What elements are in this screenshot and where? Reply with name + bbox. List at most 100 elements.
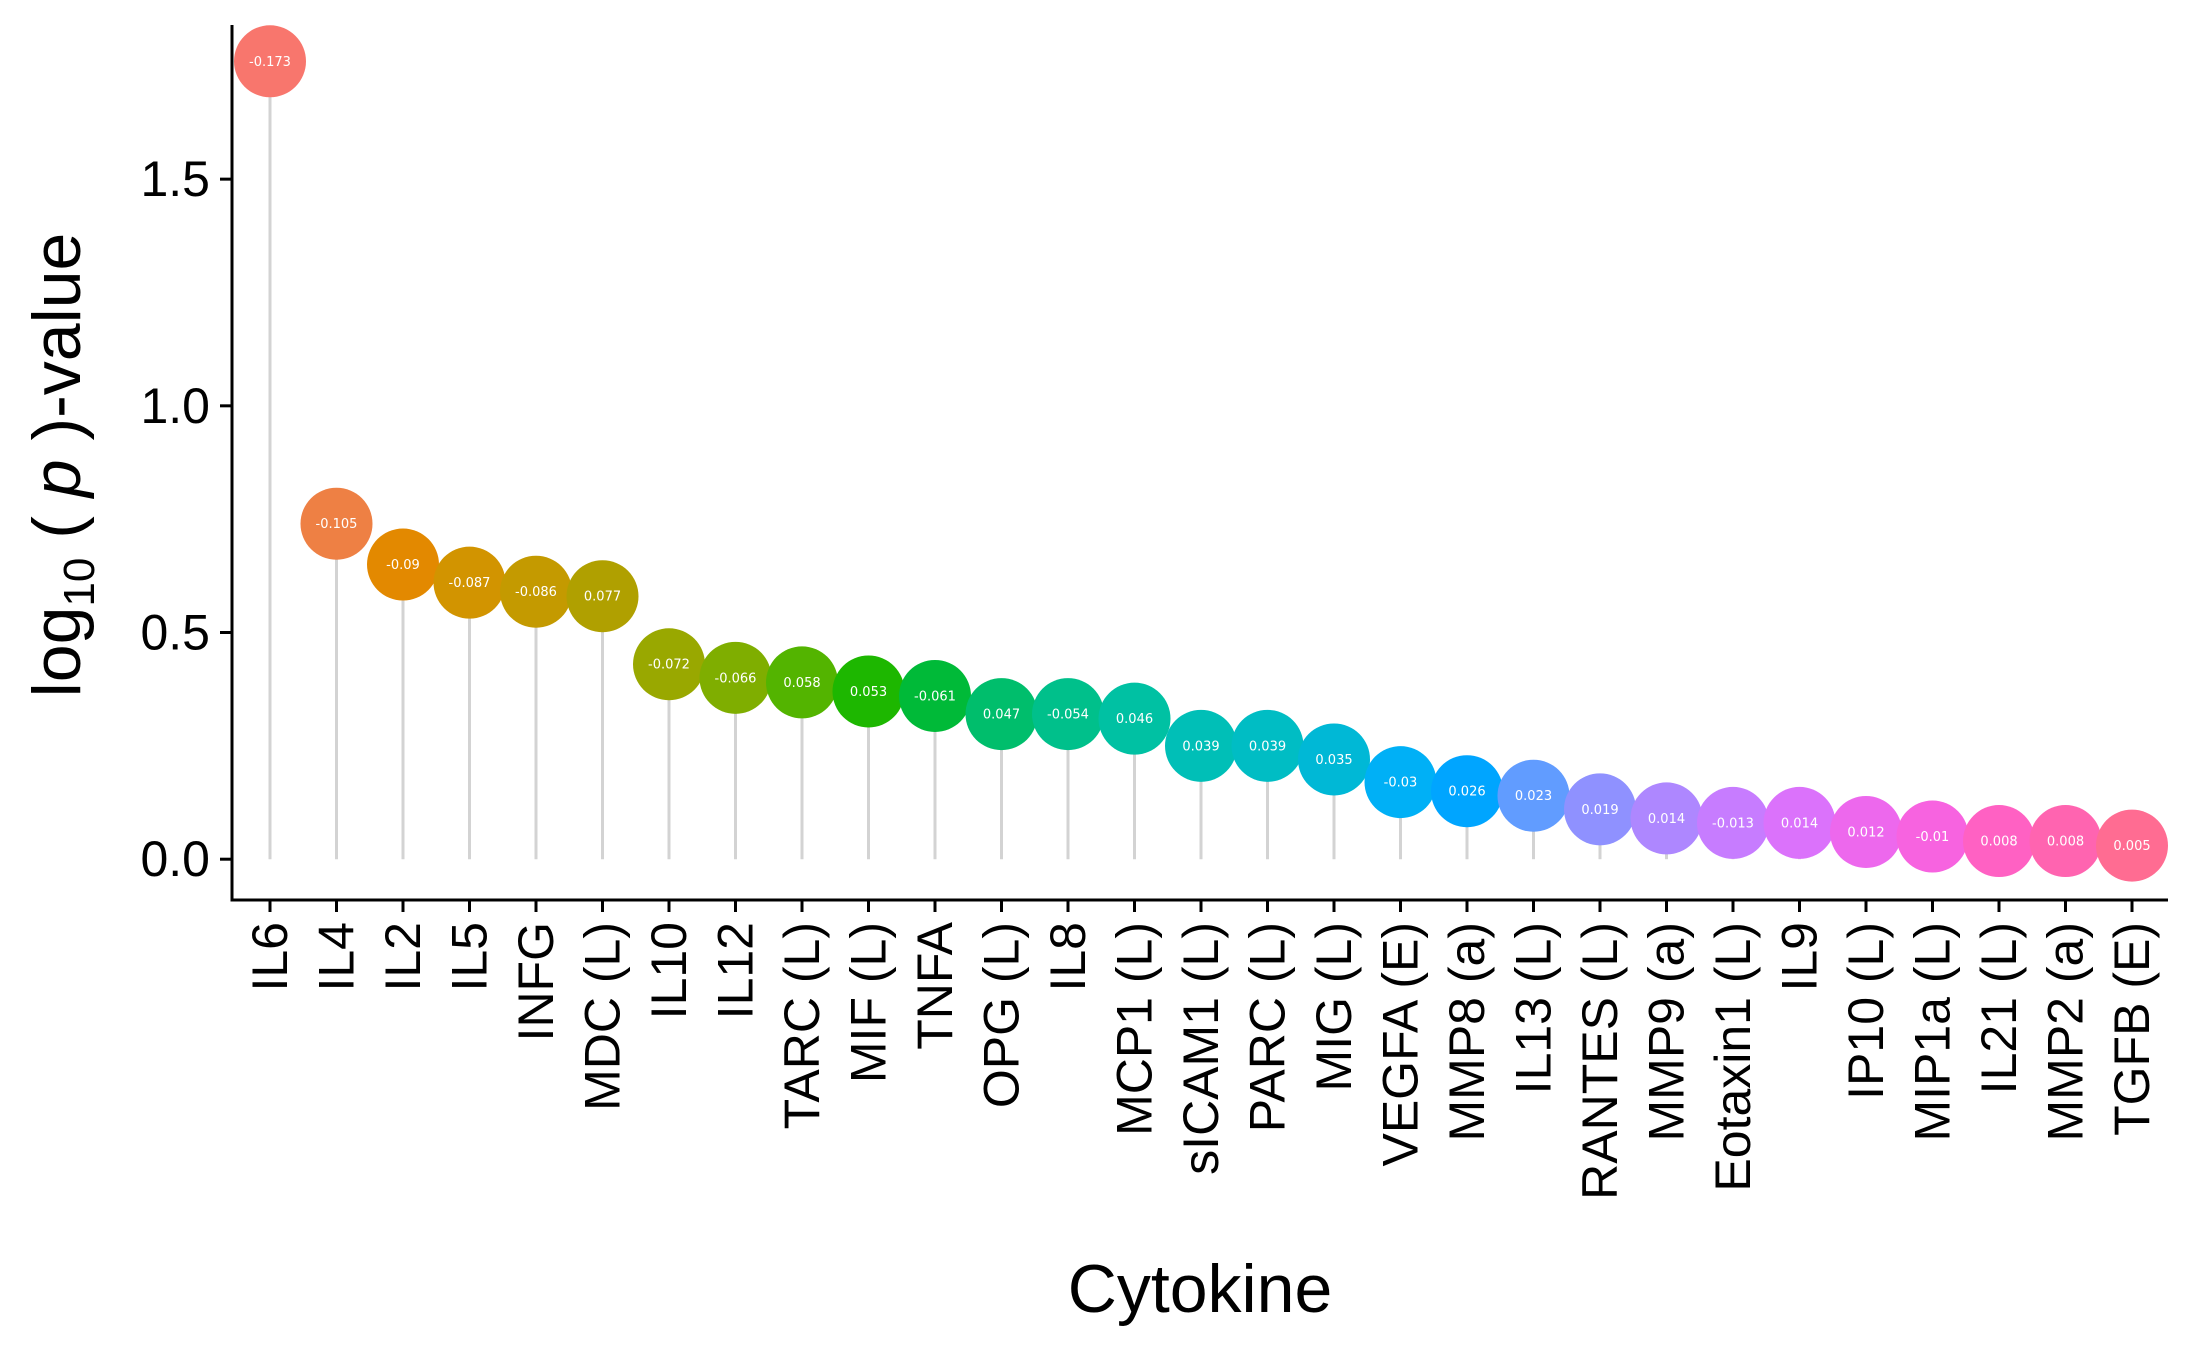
point-label-8: 0.058	[783, 676, 820, 691]
point-9	[832, 655, 905, 728]
y-tick-label: 0.5	[140, 605, 210, 661]
point-10	[899, 659, 971, 732]
point-label-26: 0.008	[1980, 835, 2017, 850]
y-axis-title: log10 ( p )-value	[19, 233, 104, 698]
x-tick-label: OPG (L)	[974, 922, 1030, 1108]
point-label-21: 0.014	[1648, 812, 1685, 827]
y-axis-title-open: (	[19, 497, 95, 557]
point-label-15: 0.039	[1249, 739, 1286, 754]
point-label-18: 0.026	[1448, 785, 1485, 800]
x-tick-label: Eotaxin1 (L)	[1705, 922, 1761, 1192]
point-20	[1564, 773, 1636, 846]
point-12	[1032, 678, 1104, 751]
x-tick-label: IL4	[309, 922, 365, 992]
x-axis-title: Cytokine	[1068, 1251, 1333, 1327]
point-19	[1497, 759, 1570, 832]
point-2	[367, 528, 439, 601]
x-tick-label: IL10	[641, 922, 697, 1019]
points-group: -0.173 -0.105 -0.09 -0.087 -0.086 0.077 -0.072…	[234, 25, 2168, 882]
x-tick-label: IL2	[375, 922, 431, 992]
y-axis-title-subscript: 10	[55, 558, 104, 607]
point-label-9: 0.053	[850, 685, 887, 700]
x-tick-label: sICAM1 (L)	[1173, 922, 1229, 1175]
point-16	[1298, 723, 1370, 796]
point-label-22: -0.013	[1712, 816, 1754, 831]
point-23	[1763, 786, 1836, 859]
x-tick-label: RANTES (L)	[1572, 922, 1628, 1200]
y-tick-label: 1.5	[140, 151, 210, 207]
x-tick-label: MIG (L)	[1306, 922, 1362, 1091]
point-label-13: 0.046	[1116, 712, 1153, 727]
x-tick-label: MMP8 (a)	[1439, 922, 1495, 1141]
x-tick-label: IL9	[1772, 922, 1828, 992]
point-24	[1830, 795, 1902, 868]
point-25	[1896, 800, 1969, 873]
point-17	[1364, 746, 1437, 819]
point-6	[633, 628, 705, 701]
point-1	[300, 487, 373, 560]
y-tick-label: 0.0	[140, 831, 210, 887]
point-label-11: 0.047	[983, 708, 1020, 723]
y-tick-label: 1.0	[140, 378, 210, 434]
y-axis-title-log: log	[19, 607, 95, 698]
point-4	[500, 555, 572, 628]
y-axis-ticks: 0.0 0.5 1.0 1.5	[140, 151, 232, 887]
point-label-3: -0.087	[449, 576, 491, 591]
point-7	[699, 641, 772, 714]
point-22	[1697, 786, 1769, 859]
point-5	[566, 560, 639, 633]
point-label-10: -0.061	[914, 689, 956, 704]
x-tick-label: IL12	[708, 922, 764, 1019]
point-label-7: -0.066	[715, 671, 757, 686]
x-tick-label: IL8	[1040, 922, 1096, 992]
point-label-2: -0.09	[386, 558, 420, 573]
x-tick-label: VEGFA (E)	[1373, 922, 1429, 1167]
y-axis-title-p: p	[19, 459, 95, 499]
point-13	[1098, 682, 1171, 755]
point-15	[1231, 709, 1304, 782]
point-label-16: 0.035	[1315, 753, 1352, 768]
point-label-0: -0.173	[249, 55, 291, 70]
point-label-23: 0.014	[1781, 816, 1818, 831]
point-27	[2029, 805, 2102, 878]
x-tick-label: MCP1 (L)	[1107, 922, 1163, 1136]
point-0	[234, 25, 306, 98]
y-axis-title-close: )-value	[19, 233, 95, 460]
x-tick-label: IL5	[442, 922, 498, 992]
point-label-20: 0.019	[1581, 803, 1618, 818]
x-tick-label: IL13 (L)	[1506, 922, 1562, 1094]
x-tick-label: PARC (L)	[1240, 922, 1296, 1132]
point-26	[1963, 805, 2035, 878]
point-label-5: 0.077	[584, 590, 621, 605]
point-21	[1630, 782, 1703, 855]
x-tick-label: IL21 (L)	[1971, 922, 2027, 1094]
point-28	[2096, 809, 2168, 882]
x-tick-label: MMP2 (a)	[2038, 922, 2094, 1141]
point-label-1: -0.105	[316, 517, 358, 532]
point-14	[1165, 709, 1237, 782]
point-label-6: -0.072	[648, 658, 690, 673]
point-label-25: -0.01	[1916, 830, 1950, 845]
x-tick-label: MDC (L)	[575, 922, 631, 1111]
point-3	[433, 546, 506, 619]
x-tick-label: TGFB (E)	[2104, 922, 2160, 1136]
point-label-28: 0.005	[2113, 839, 2150, 854]
point-18	[1431, 755, 1503, 828]
x-tick-label: INFG	[508, 922, 564, 1041]
point-label-12: -0.054	[1047, 708, 1089, 723]
point-8	[766, 646, 838, 719]
x-axis-ticks: IL6 IL4 IL2 IL5 INFG MDC (L) IL10 IL12 TARC (L) M…	[242, 900, 2160, 1200]
point-label-24: 0.012	[1847, 825, 1884, 840]
x-tick-label: IP10 (L)	[1838, 922, 1894, 1100]
point-11	[965, 678, 1038, 751]
point-label-14: 0.039	[1182, 739, 1219, 754]
point-label-4: -0.086	[515, 585, 557, 600]
x-tick-label: TARC (L)	[774, 922, 830, 1129]
point-label-17: -0.03	[1384, 776, 1418, 791]
x-tick-label: MMP9 (a)	[1639, 922, 1695, 1141]
x-tick-label: MIP1a (L)	[1905, 922, 1961, 1142]
x-tick-label: TNFA	[907, 921, 963, 1049]
point-label-27: 0.008	[2047, 835, 2084, 850]
x-tick-label: IL6	[242, 922, 298, 992]
